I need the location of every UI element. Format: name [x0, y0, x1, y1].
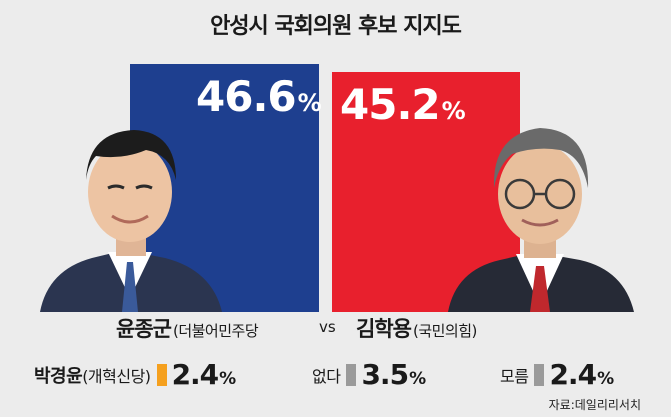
other-responses-row: 박경윤(개혁신당) 2.4% 없다 3.5% 모름 2.4% [0, 358, 671, 391]
candidate-2-name: 김학용 [356, 317, 412, 341]
candidate-2-party: (국민의힘) [412, 322, 477, 340]
candidate-2-portrait [448, 128, 634, 312]
candidate-2-label: 김학용 (국민의힘) [356, 313, 477, 343]
other-item-1: 박경윤(개혁신당) 2.4% [34, 358, 237, 391]
other-item-2: 없다 3.5% [312, 358, 426, 391]
other-item-1-swatch [156, 363, 167, 386]
vs-label: vs [319, 318, 336, 336]
candidate-1-label: 윤종군 (더불어민주당 [116, 313, 259, 343]
other-item-3-name: 모름 [500, 366, 529, 386]
other-item-1-name: 박경윤 [34, 365, 83, 387]
other-item-2-name: 없다 [312, 366, 341, 386]
candidate-1-name: 윤종군 [116, 317, 172, 341]
other-item-3-swatch [534, 363, 545, 386]
other-item-2-swatch [346, 363, 357, 386]
candidate-names-row: 윤종군 (더불어민주당 vs 김학용 (국민의힘) [0, 313, 671, 341]
other-item-1-value: 2.4% [171, 358, 237, 391]
other-item-3: 모름 2.4% [500, 358, 614, 391]
bar-value-label-1: 46.6% [196, 72, 322, 121]
other-item-2-value: 3.5% [361, 358, 426, 391]
other-item-3-value: 2.4% [549, 358, 614, 391]
source-note: 자료:데일리리서치 [548, 398, 641, 412]
candidate-1-party: (더불어민주당 [172, 322, 259, 340]
chart-title: 안성시 국회의원 후보 지지도 [210, 14, 462, 39]
bar-value-label-2: 45.2% [340, 80, 466, 129]
other-item-1-party: (개혁신당) [82, 366, 151, 386]
candidate-1-portrait [40, 130, 222, 312]
